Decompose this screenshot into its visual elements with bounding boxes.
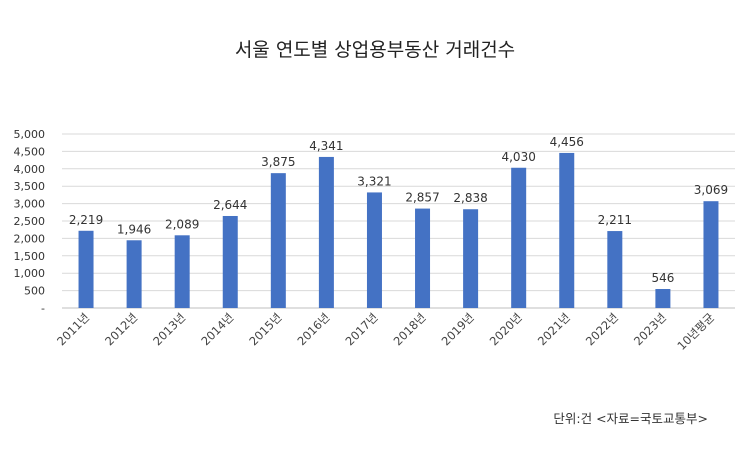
data-label: 2,219 [69,213,103,227]
bar [559,152,575,308]
data-label: 2,644 [213,198,247,212]
data-label: 1,946 [117,222,151,236]
bar [270,173,286,308]
y-tick-label: 3,000 [14,198,46,211]
bar [511,167,527,308]
data-label: 2,857 [405,191,439,205]
y-axis-ticks: - 500 1,000 1,500 2,000 2,500 3,000 3,500 4,000 4… [14,128,46,315]
data-labels: 2,219 1,946 2,089 2,644 3,875 4,341 3,321 2,857… [69,135,728,285]
x-tick-label: 2018년 [391,310,429,348]
bar [655,288,671,308]
x-tick-label: 2017년 [343,310,381,348]
data-label: 3,069 [694,183,728,197]
x-tick-label: 2022년 [583,310,621,348]
bar [463,209,479,308]
bar [366,192,382,308]
source-note: 단위:건 <자료=국토교통부> [553,411,708,426]
data-label: 2,089 [165,217,199,231]
y-tick-label: 4,000 [14,163,46,176]
bars [78,152,719,308]
y-tick-label: 5,000 [14,128,46,141]
bar [174,235,190,308]
data-label: 3,875 [261,155,295,169]
x-tick-label: 2013년 [150,310,188,348]
x-tick-label: 2011년 [54,310,92,348]
x-tick-label: 2015년 [246,310,284,348]
bar [318,156,334,308]
bar [703,201,719,308]
bar [78,230,94,308]
bar [222,215,238,308]
x-axis-ticks: 2011년 2012년 2013년 2014년 2015년 2016년 2017년 2018년… [54,310,717,353]
x-tick-label: 2019년 [439,310,477,348]
data-label: 4,030 [501,150,535,164]
data-label: 3,321 [357,174,391,188]
x-tick-label: 2012년 [102,310,140,348]
x-tick-label: 2014년 [198,310,236,348]
data-label: 546 [651,271,674,285]
bar [126,240,142,308]
y-tick-label: - [41,302,45,315]
y-tick-label: 4,500 [14,145,46,158]
data-label: 4,341 [309,139,343,153]
bar [415,208,431,308]
y-tick-label: 500 [24,285,45,298]
y-tick-label: 1,500 [14,250,46,263]
bar [607,231,623,308]
data-label: 2,838 [453,191,487,205]
x-tick-label: 10년평균 [674,310,717,353]
y-tick-label: 2,000 [14,232,46,245]
x-tick-label: 2023년 [631,310,669,348]
chart-title: 서울 연도별 상업용부동산 거래건수 [235,39,515,61]
x-tick-label: 2021년 [535,310,573,348]
x-tick-label: 2016년 [294,310,332,348]
y-tick-label: 2,500 [14,215,46,228]
x-tick-label: 2020년 [487,310,525,348]
y-tick-label: 1,000 [14,267,46,280]
data-label: 4,456 [550,135,584,149]
y-tick-label: 3,500 [14,180,46,193]
data-label: 2,211 [598,213,632,227]
gridlines [62,133,735,309]
